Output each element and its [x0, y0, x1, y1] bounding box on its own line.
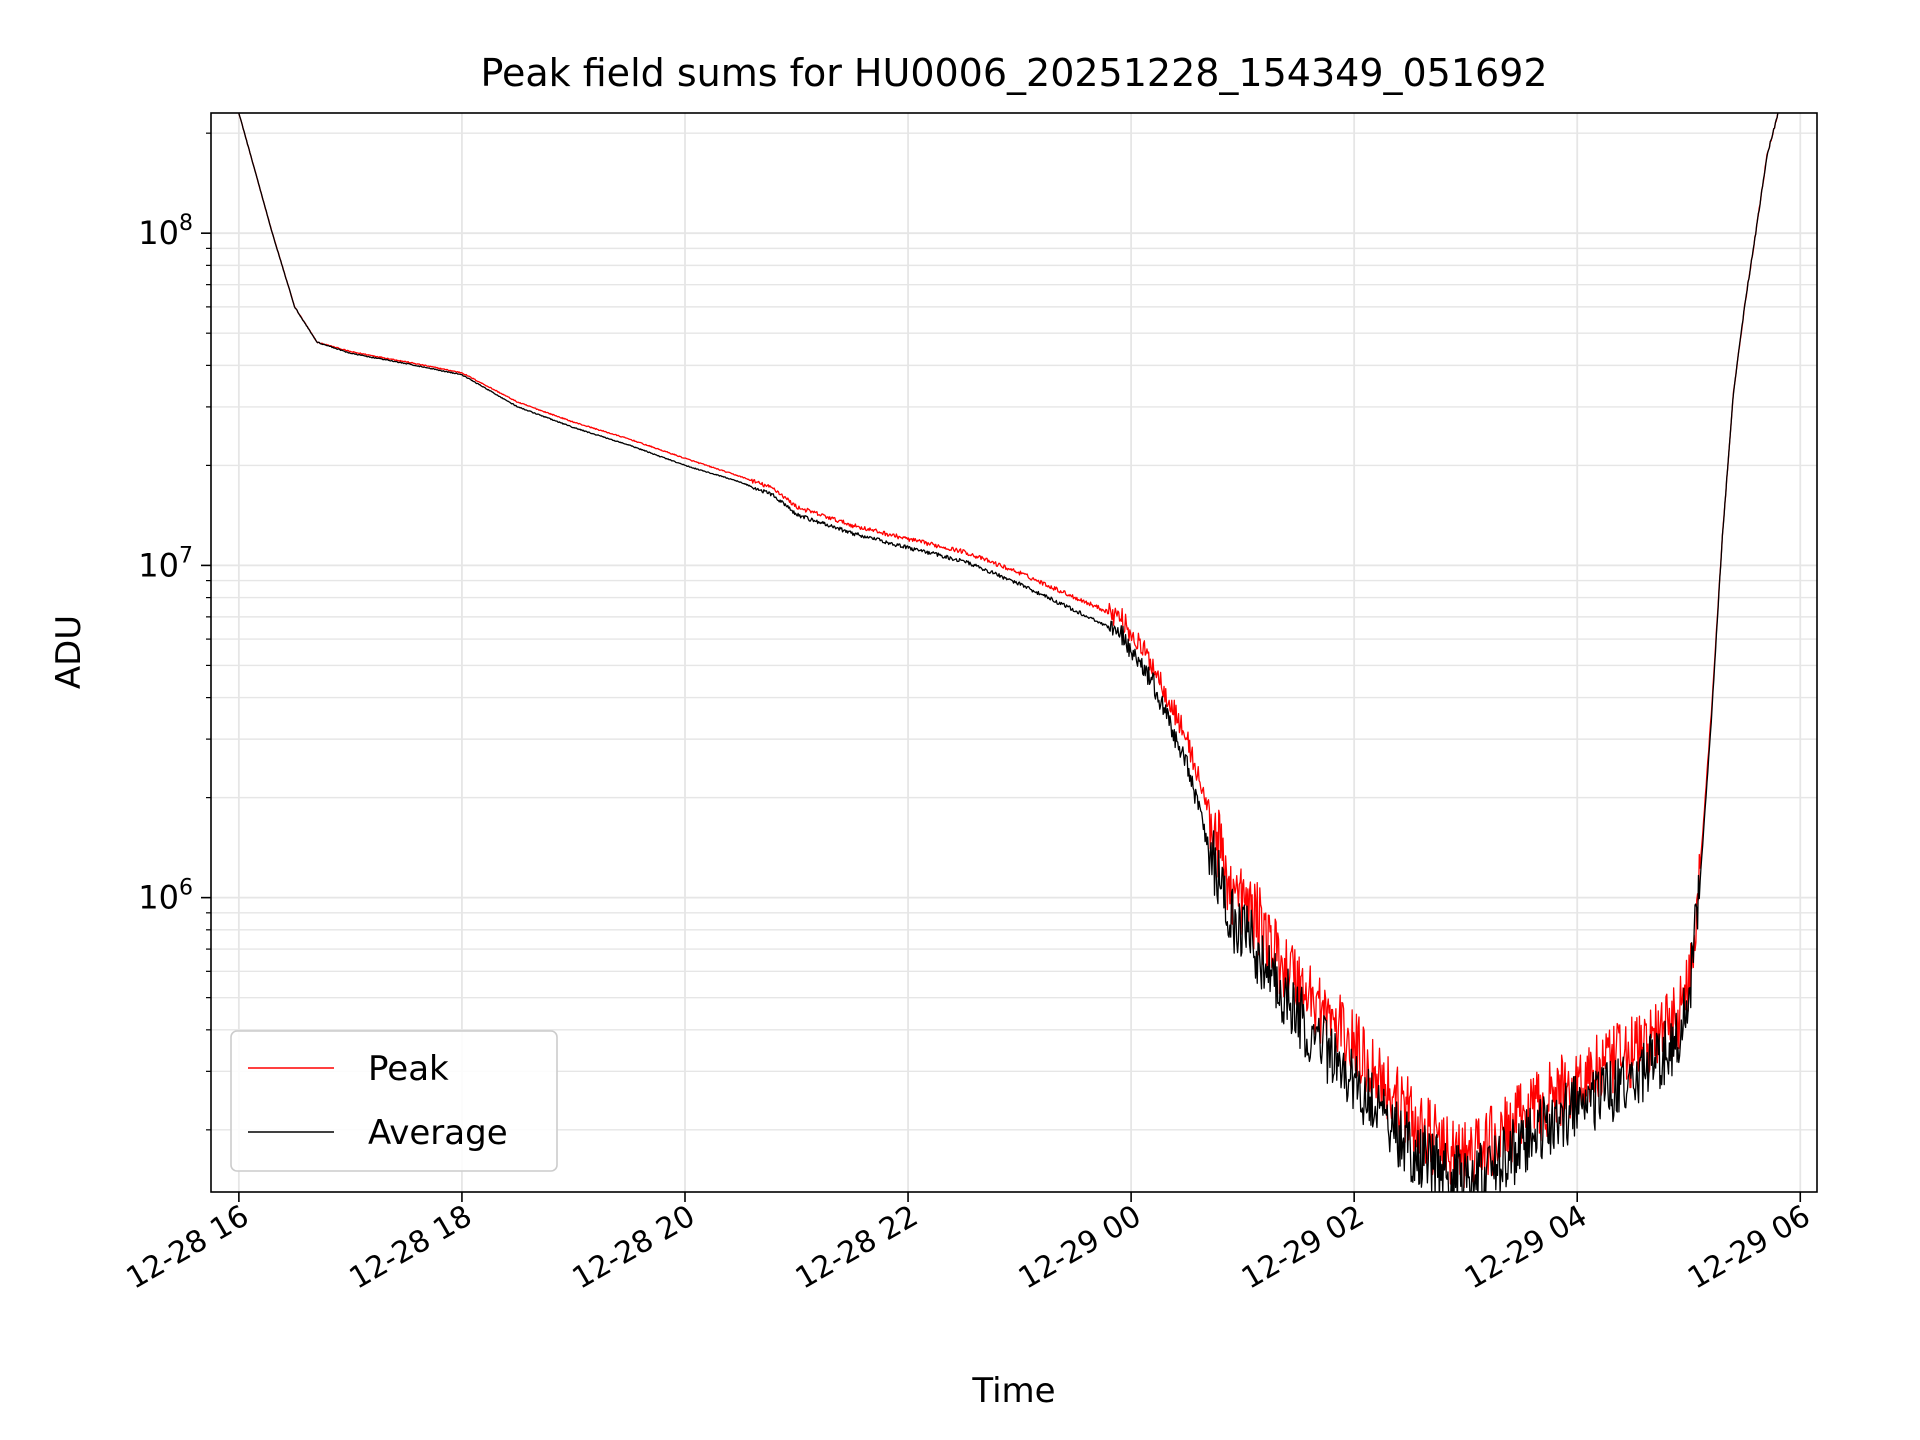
- x-tick-label: 12-29 00: [1013, 1199, 1147, 1297]
- y-axis-label: ADU: [49, 615, 89, 689]
- grid: [211, 113, 1817, 1192]
- legend-box: [230, 1030, 558, 1172]
- x-tick-label: 12-29 04: [1459, 1199, 1593, 1297]
- x-axis-label: Time: [971, 1371, 1055, 1411]
- y-tick-label: 108: [138, 211, 193, 252]
- legend-label-peak: Peak: [368, 1049, 449, 1089]
- x-tick-label: 12-28 20: [567, 1199, 701, 1297]
- x-tick-label: 12-28 16: [121, 1199, 255, 1297]
- series-line-peak: [238, 113, 1779, 1189]
- legend-label-average: Average: [368, 1113, 508, 1153]
- y-tick-label: 106: [138, 876, 193, 917]
- chart-title: Peak field sums for HU0006_20251228_1543…: [480, 51, 1547, 95]
- x-tick-label: 12-29 06: [1682, 1199, 1816, 1297]
- y-tick-label: 107: [138, 543, 193, 584]
- series-line-average: [238, 113, 1779, 1192]
- plot-frame: [210, 112, 1818, 1193]
- series-area: [238, 113, 1779, 1192]
- x-tick-label: 12-28 18: [344, 1199, 478, 1297]
- legend: Peak Average: [230, 1030, 558, 1172]
- x-tick-label: 12-28 22: [790, 1199, 924, 1297]
- x-tick-label: 12-29 02: [1236, 1199, 1370, 1297]
